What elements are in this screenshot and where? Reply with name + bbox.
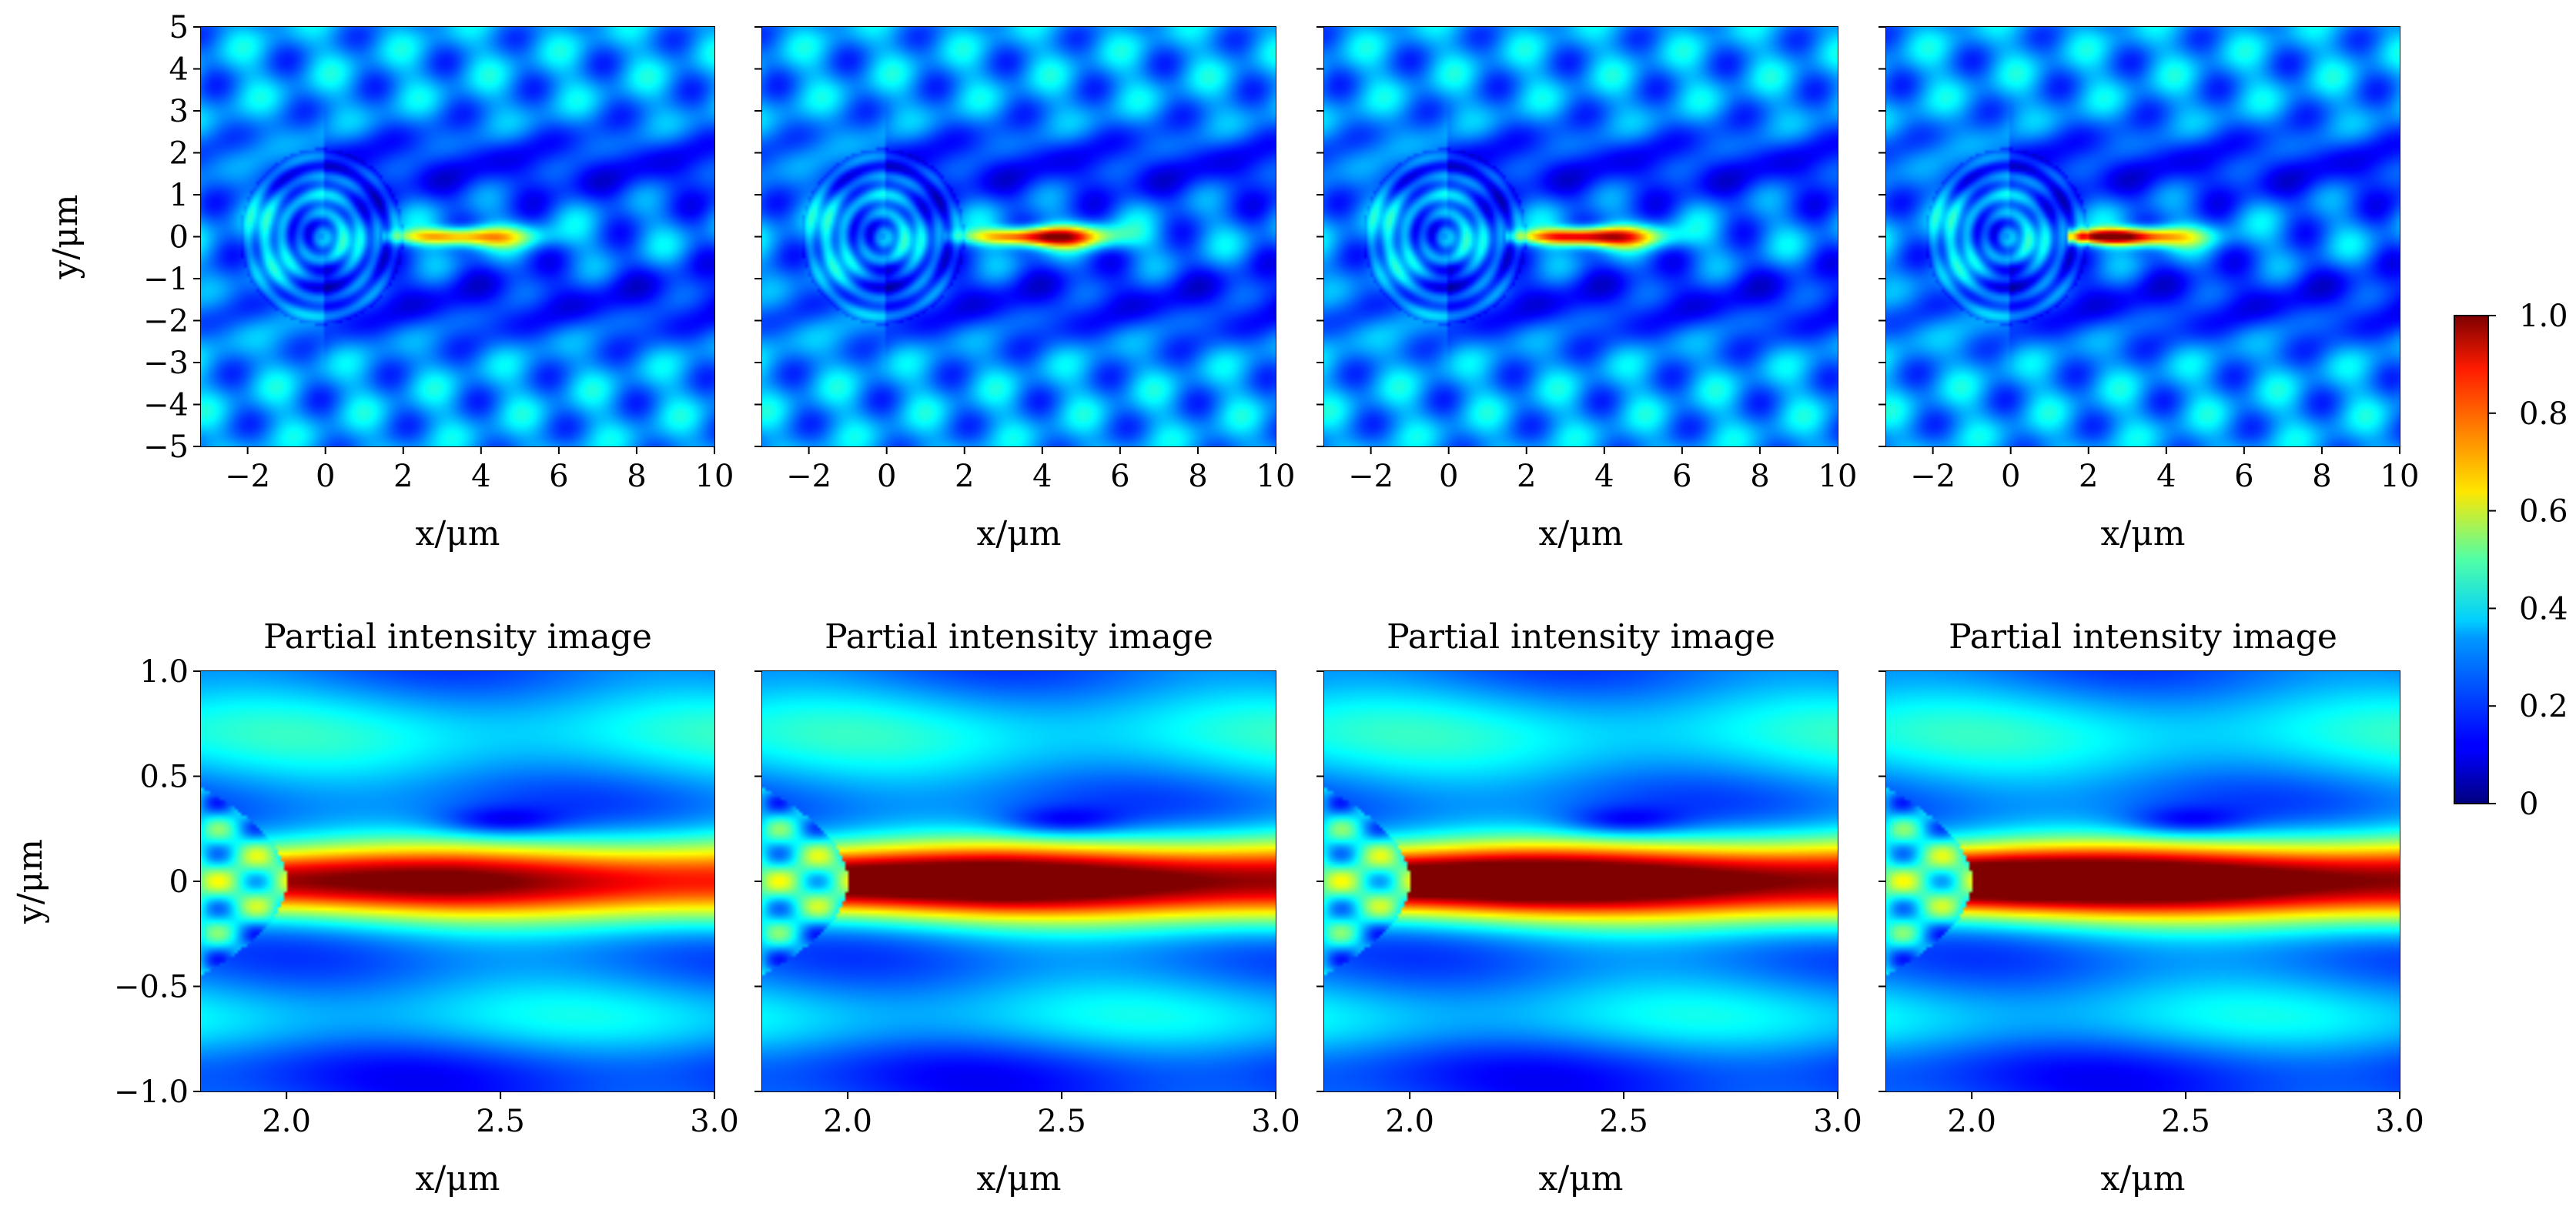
x-tick-label: 0 xyxy=(877,459,896,494)
heatmap-image xyxy=(1886,27,2400,446)
x-tick-label: 4 xyxy=(1594,459,1614,494)
colorbar-gradient xyxy=(2454,315,2489,804)
x-axis-label: x/μm xyxy=(416,1159,500,1198)
panel-title: Partial intensity image xyxy=(1387,617,1775,657)
x-tick-label: 0 xyxy=(1439,459,1458,494)
x-tick-label: 6 xyxy=(2234,459,2253,494)
x-tick-label: 8 xyxy=(2312,459,2331,494)
x-axis-label: x/μm xyxy=(977,514,1062,553)
panel-title: Partial intensity image xyxy=(1949,617,2337,657)
y-tick-label: 0 xyxy=(169,220,189,256)
colorbar-tick-label: 0.8 xyxy=(2519,396,2568,432)
x-tick-label: 2.5 xyxy=(476,1104,525,1139)
x-tick-label: 2 xyxy=(1517,459,1536,494)
x-tick-label: −2 xyxy=(1910,459,1955,494)
x-tick-label: 4 xyxy=(2156,459,2176,494)
x-tick-label: 6 xyxy=(1672,459,1691,494)
colorbar-tick-label: 0.2 xyxy=(2519,689,2568,724)
x-tick-label: 2 xyxy=(393,459,413,494)
panel-title: Partial intensity image xyxy=(263,617,652,657)
x-axis-label: x/μm xyxy=(1539,514,1624,553)
x-tick-label: 10 xyxy=(1818,459,1858,494)
y-tick-label: 2 xyxy=(169,136,189,172)
y-tick-label: −3 xyxy=(143,346,189,381)
x-tick-label: 2.5 xyxy=(1037,1104,1086,1139)
x-tick-label: 3.0 xyxy=(1251,1104,1300,1139)
y-tick-label: −0.5 xyxy=(114,970,189,1005)
y-axis-label: y/μm xyxy=(46,195,85,280)
x-tick-label: 2.5 xyxy=(2161,1104,2210,1139)
y-tick-label: −1.0 xyxy=(114,1075,189,1110)
x-tick-label: 2.0 xyxy=(1947,1104,1996,1139)
heatmap-image xyxy=(1324,27,1838,446)
x-tick-label: 2.5 xyxy=(1599,1104,1648,1139)
x-tick-label: 0 xyxy=(316,459,335,494)
x-axis-label: x/μm xyxy=(2101,514,2186,553)
colorbar-tick-label: 1.0 xyxy=(2519,299,2568,334)
x-tick-label: 2.0 xyxy=(1385,1104,1434,1139)
y-tick-label: 0 xyxy=(169,864,189,900)
y-tick-label: 0.5 xyxy=(139,760,189,795)
x-tick-label: 10 xyxy=(2380,459,2420,494)
x-tick-label: 2.0 xyxy=(823,1104,872,1139)
x-tick-label: 3.0 xyxy=(690,1104,739,1139)
x-tick-label: 4 xyxy=(471,459,490,494)
x-tick-label: 0 xyxy=(2001,459,2020,494)
x-axis-label: x/μm xyxy=(416,514,500,553)
colorbar-tick-label: 0.4 xyxy=(2519,591,2568,627)
heatmap-image xyxy=(762,671,1276,1091)
x-axis-label: x/μm xyxy=(977,1159,1062,1198)
x-tick-label: 4 xyxy=(1032,459,1052,494)
y-tick-label: −5 xyxy=(143,430,189,465)
panels-group: −20246810−5−4−3−2−1012345x/μmy/μm(a)−202… xyxy=(11,10,2424,1198)
x-tick-label: 2 xyxy=(2079,459,2098,494)
y-axis-label: y/μm xyxy=(11,839,50,924)
y-tick-label: 1.0 xyxy=(139,654,189,690)
heatmap-image xyxy=(201,27,714,446)
x-tick-label: 10 xyxy=(695,459,734,494)
x-tick-label: −2 xyxy=(225,459,270,494)
heatmap-image xyxy=(1324,671,1838,1091)
x-tick-label: 3.0 xyxy=(2375,1104,2424,1139)
colorbar-tick-label: 0.6 xyxy=(2519,494,2568,530)
y-tick-label: −1 xyxy=(143,262,189,297)
y-tick-label: 4 xyxy=(169,52,189,88)
x-tick-label: 8 xyxy=(1188,459,1207,494)
x-tick-label: 10 xyxy=(1256,459,1296,494)
y-tick-label: −4 xyxy=(143,388,189,423)
panel-title: Partial intensity image xyxy=(825,617,1213,657)
y-tick-label: −2 xyxy=(143,304,189,339)
x-tick-label: 8 xyxy=(627,459,646,494)
colorbar: 0 0.2 0.4 0.6 0.8 1.0 xyxy=(2454,299,2568,822)
y-tick-label: 3 xyxy=(169,94,189,129)
y-tick-label: 1 xyxy=(169,178,189,213)
y-tick-label: 5 xyxy=(169,10,189,45)
x-tick-label: 3.0 xyxy=(1813,1104,1862,1139)
x-tick-label: 2 xyxy=(955,459,974,494)
x-axis-label: x/μm xyxy=(1539,1159,1624,1198)
x-tick-label: 6 xyxy=(1110,459,1129,494)
x-tick-label: 6 xyxy=(549,459,568,494)
heatmap-image xyxy=(1886,671,2400,1091)
x-tick-label: 8 xyxy=(1750,459,1769,494)
heatmap-image xyxy=(762,27,1276,446)
x-tick-label: 2.0 xyxy=(262,1104,311,1139)
x-tick-label: −2 xyxy=(1348,459,1393,494)
x-tick-label: −2 xyxy=(786,459,831,494)
heatmap-image xyxy=(201,671,714,1091)
colorbar-tick-label: 0 xyxy=(2519,787,2538,822)
x-axis-label: x/μm xyxy=(2101,1159,2186,1198)
